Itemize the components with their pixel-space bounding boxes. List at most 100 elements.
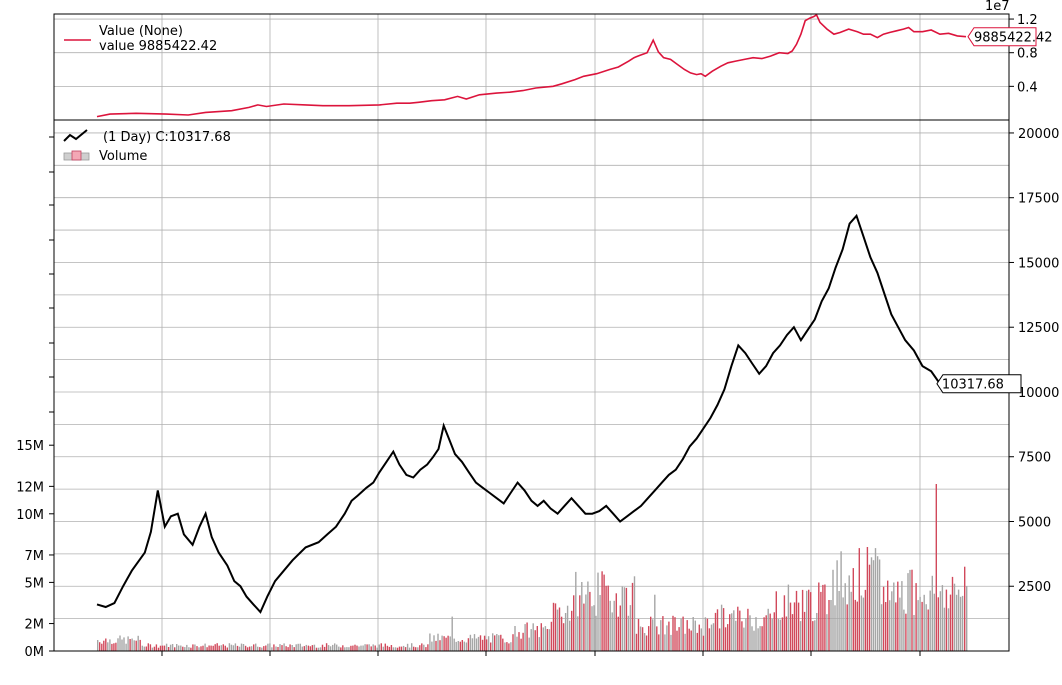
volume-bar [749, 615, 751, 651]
volume-bar [688, 628, 690, 651]
volume-bar [846, 604, 848, 651]
volume-bar [155, 644, 158, 651]
volume-bar [690, 630, 692, 651]
volume-bar [893, 582, 895, 651]
volume-bar [117, 638, 119, 651]
volume-bar [111, 643, 113, 651]
volume-bar [230, 644, 233, 651]
volume-bar [214, 644, 216, 651]
volume-bar [542, 627, 544, 651]
volume-bar [702, 635, 705, 651]
volume-bar [163, 645, 166, 651]
volume-bar [386, 645, 389, 651]
price-panel-frame [53, 119, 1010, 652]
volume-bar [722, 608, 725, 651]
volume-bar [127, 636, 129, 651]
volume-bar [408, 647, 411, 651]
volume-bar [727, 624, 729, 651]
volume-bar [955, 594, 958, 651]
volume-bar [109, 639, 111, 651]
volume-bar [577, 616, 579, 651]
volume-bar [113, 643, 115, 651]
volume-bar [927, 609, 929, 651]
volume-bar [609, 600, 611, 651]
volume-bar [204, 643, 206, 651]
volume-bar [745, 618, 747, 651]
volume-bar [593, 605, 595, 651]
volume-bar [718, 628, 721, 651]
volume-bar [571, 610, 573, 651]
volume-bar [686, 620, 688, 651]
volume-bar [105, 638, 107, 651]
volume-bar [830, 600, 832, 651]
volume-bar [400, 646, 403, 651]
volume-bar [848, 575, 850, 651]
volume-bar [253, 644, 255, 651]
volume-y-tick-label: 5M [25, 576, 45, 591]
volume-bar [895, 602, 897, 651]
value-y-tick-label: 0.4 [1017, 80, 1038, 95]
volume-bar [538, 637, 540, 651]
volume-bar [494, 635, 496, 651]
volume-bar [569, 620, 571, 651]
volume-bar [143, 646, 145, 651]
volume-bar [388, 646, 391, 651]
volume-bar [903, 609, 905, 651]
volume-bar [832, 569, 834, 651]
volume-bar [159, 645, 162, 651]
volume-bar [376, 647, 378, 651]
volume-bar [398, 646, 401, 651]
volume-bar [390, 645, 393, 651]
volume-y-axis: 0M 2M 5M 7M 10M 12M 15M [16, 439, 54, 660]
volume-bar [945, 589, 948, 651]
volume-bar [246, 647, 249, 651]
price-y-tick-label: 2500 [1018, 580, 1051, 595]
volume-bar [562, 623, 565, 651]
volume-bar [716, 609, 719, 651]
volume-bar [242, 644, 245, 651]
volume-bar [236, 645, 239, 651]
volume-bar [368, 644, 370, 651]
volume-bar [785, 616, 788, 651]
volume-bar [267, 643, 269, 651]
volume-bar [332, 644, 334, 651]
volume-bar [678, 627, 680, 651]
volume-bar [666, 625, 668, 651]
volume-bar [404, 647, 407, 651]
price-y-tick-label: 5000 [1018, 515, 1051, 530]
volume-bar [573, 595, 575, 651]
volume-bar [427, 644, 429, 651]
volume-bar [498, 635, 500, 651]
volume-bar [419, 645, 421, 651]
value-legend-series-label: value 9885422.42 [99, 39, 217, 54]
volume-bar [157, 647, 160, 651]
volume-bar [439, 640, 441, 651]
volume-bar [174, 647, 176, 651]
volume-bar [546, 629, 549, 651]
volume-bar [329, 646, 332, 651]
volume-bar [911, 569, 913, 651]
volume-bar [271, 647, 273, 651]
value-last-value-tag-text: 9885422.42 [974, 31, 1053, 46]
value-panel: 0.4 0.8 1.2 1e7 9885422.42 Value (None) va… [53, 0, 1053, 121]
volume-bar [961, 595, 964, 651]
volume-bar [706, 618, 709, 651]
volume-bar [196, 646, 198, 651]
volume-bar [897, 581, 899, 651]
volume-bar [949, 594, 952, 651]
price-y-tick-label: 17500 [1018, 192, 1059, 207]
volume-bar [475, 638, 478, 651]
volume-bar [186, 644, 188, 651]
volume-bar [581, 582, 583, 651]
volume-bar [739, 610, 741, 651]
volume-bar [228, 643, 231, 651]
volume-bar [599, 595, 601, 651]
volume-bar [824, 584, 826, 651]
volume-bar [325, 643, 328, 651]
volume-bar [510, 642, 512, 651]
volume-y-tick-label: 15M [16, 439, 44, 454]
volume-bar [171, 644, 174, 651]
volume-bar [953, 583, 956, 651]
price-y-tick-label: 10000 [1018, 386, 1059, 401]
volume-bar [767, 608, 769, 651]
